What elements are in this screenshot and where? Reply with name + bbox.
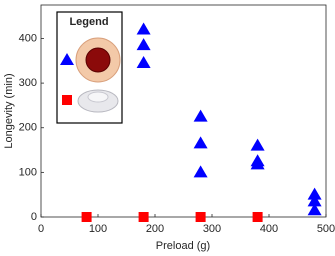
legend-icon [87,91,109,103]
point [136,38,151,51]
x-tick-label: 300 [203,223,221,235]
point [81,212,92,222]
point [252,212,263,222]
y-tick-label: 300 [19,77,37,89]
point [250,157,265,170]
point [193,165,208,178]
x-tick-label: 100 [89,223,107,235]
y-axis-label: Longevity (min) [3,73,15,148]
legend-marker [62,95,72,105]
y-tick-label: 400 [19,32,37,44]
point [193,136,208,149]
point [138,212,149,222]
point [136,22,151,35]
x-tick-label: 400 [260,223,278,235]
x-tick-label: 0 [38,223,44,235]
x-tick-label: 500 [317,223,335,235]
point [195,212,206,222]
point [307,187,322,200]
point [307,203,322,216]
legend-marker [60,53,74,65]
x-tick-label: 200 [146,223,164,235]
point [250,138,265,151]
y-tick-label: 200 [19,122,37,134]
point [136,56,151,69]
legend-title: Legend [69,16,108,28]
point [307,194,322,207]
y-tick-label: 100 [19,166,37,178]
point [193,109,208,122]
plot-frame [40,4,327,218]
legend-icon [85,47,111,73]
x-axis-label: Preload (g) [156,240,210,252]
y-tick-label: 0 [31,211,37,223]
